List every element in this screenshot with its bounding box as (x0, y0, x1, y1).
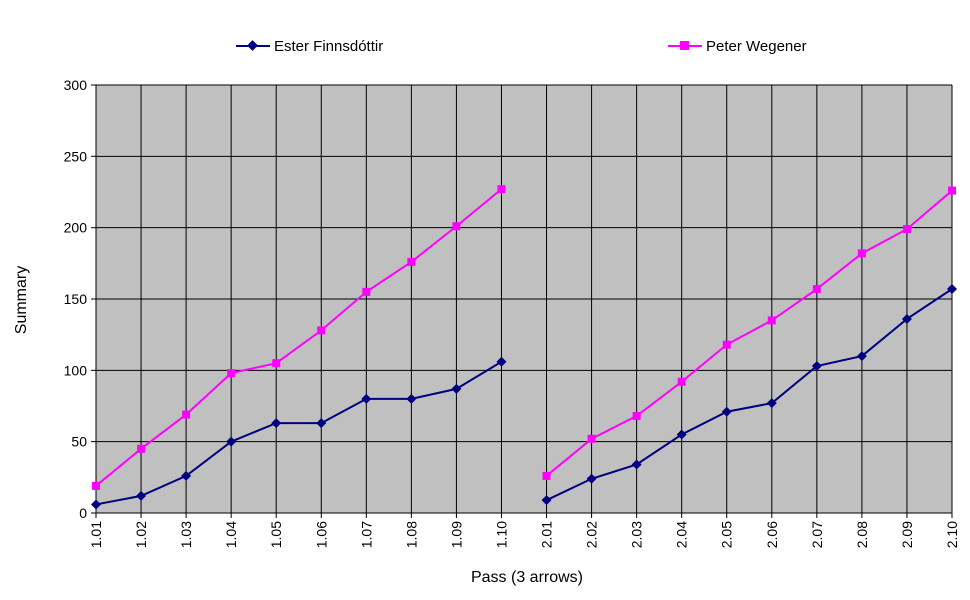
square-marker-icon (680, 41, 689, 50)
x-tick-label: 1.05 (268, 521, 284, 548)
y-tick-label: 300 (64, 77, 88, 93)
x-axis-ticks: 1.01 1.02 1.03 1.04 1.05 1.06 1.07 1.08 1.09 1.10… (88, 513, 960, 548)
data-point-diamond (451, 383, 462, 394)
data-point-square (767, 316, 776, 325)
data-point-square (272, 359, 281, 368)
data-point-square (812, 285, 821, 294)
data-point-diamond (721, 406, 732, 417)
series-line (95, 360, 502, 506)
data-point-diamond (226, 436, 237, 447)
x-tick-label: 2.01 (539, 521, 555, 548)
series-ester (91, 284, 957, 510)
data-point-square (227, 369, 236, 378)
y-tick-label: 200 (64, 220, 88, 236)
x-tick-label: 2.02 (584, 521, 600, 548)
data-point-square (452, 222, 461, 231)
data-point-square (587, 434, 596, 443)
x-tick-label: 1.09 (448, 521, 464, 548)
data-point-square (92, 481, 100, 490)
y-axis-title: Summary (13, 265, 30, 335)
y-tick-label: 50 (71, 434, 87, 450)
data-point-square (407, 257, 416, 266)
x-tick-label: 1.01 (88, 521, 104, 548)
data-point-diamond (856, 351, 867, 362)
x-tick-label: 1.06 (313, 521, 329, 548)
data-point-diamond (541, 495, 552, 506)
data-point-diamond (586, 473, 597, 484)
data-point-diamond (181, 470, 192, 481)
x-tick-label: 2.08 (854, 521, 870, 548)
y-tick-label: 0 (79, 505, 87, 521)
series-lines (91, 185, 957, 510)
data-point-diamond (766, 398, 777, 409)
data-point-diamond (496, 356, 507, 367)
x-tick-label: 2.07 (809, 521, 825, 548)
y-tick-label: 250 (64, 148, 88, 164)
x-tick-label: 2.06 (764, 521, 780, 548)
x-axis-title: Pass (3 arrows) (470, 569, 584, 586)
x-tick-label: 1.08 (403, 521, 419, 548)
data-point-square (497, 185, 506, 194)
data-point-diamond (676, 429, 687, 440)
data-point-square (948, 186, 956, 195)
x-tick-label: 1.04 (223, 521, 239, 548)
legend-swatch-peter (668, 36, 702, 56)
data-point-diamond (406, 393, 417, 404)
data-point-diamond (316, 418, 327, 429)
data-point-diamond (901, 313, 912, 324)
x-tick-label: 2.05 (719, 521, 735, 548)
legend-entry-peter: Peter Wegener (668, 36, 807, 56)
legend-label-peter: Peter Wegener (706, 37, 807, 55)
data-point-diamond (136, 490, 147, 501)
x-tick-label: 1.03 (178, 521, 194, 548)
data-point-square (722, 340, 731, 349)
data-point-diamond (811, 361, 822, 372)
data-point-square (632, 411, 641, 420)
y-tick-label: 150 (64, 291, 88, 307)
y-axis-ticks: 0 50 100 150 200 250 300 (64, 77, 96, 521)
x-tick-label: 2.09 (899, 521, 915, 548)
data-point-diamond (631, 459, 642, 470)
legend-swatch-ester (236, 36, 270, 56)
x-tick-label: 1.02 (133, 521, 149, 548)
legend-entry-ester: Ester Finnsdóttir (236, 36, 383, 56)
data-point-square (542, 471, 551, 480)
diamond-marker-icon (247, 40, 258, 51)
data-point-square (857, 249, 866, 258)
data-point-square (677, 377, 686, 386)
data-point-square (182, 410, 191, 419)
series-line (95, 188, 503, 487)
legend-label-ester: Ester Finnsdóttir (274, 37, 384, 55)
data-point-square (137, 444, 146, 453)
data-point-diamond (91, 499, 101, 510)
data-point-diamond (361, 393, 372, 404)
x-tick-label: 2.04 (674, 521, 690, 548)
x-tick-label: 1.10 (493, 521, 509, 548)
series-line (545, 189, 953, 477)
data-point-square (902, 225, 911, 234)
series-line (546, 288, 953, 502)
data-point-diamond (271, 418, 282, 429)
data-point-square (362, 287, 371, 296)
x-tick-label: 2.03 (629, 521, 645, 548)
series-peter (92, 185, 956, 490)
data-point-diamond (947, 284, 957, 295)
x-tick-label: 2.10 (944, 521, 960, 548)
data-point-square (317, 326, 326, 335)
x-tick-label: 1.07 (358, 521, 374, 548)
y-tick-label: 100 (64, 362, 88, 378)
